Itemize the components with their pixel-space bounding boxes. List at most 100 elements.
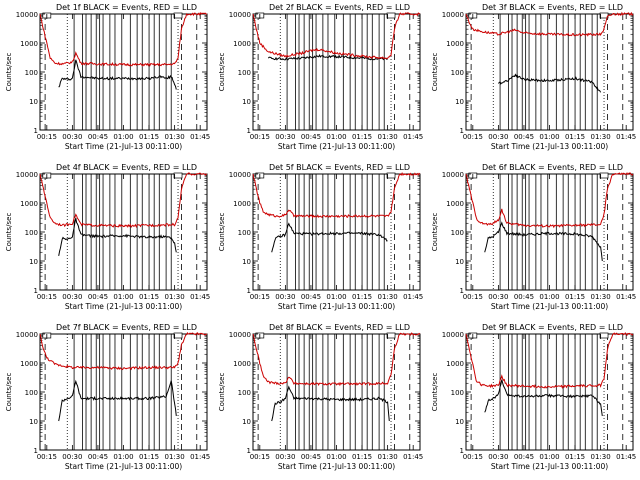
y-tick-label: 10000	[16, 11, 38, 19]
series-line-events	[498, 73, 602, 93]
flag-box	[599, 332, 609, 339]
y-tick-label: 10000	[229, 171, 251, 179]
x-tick-label: 01:45	[403, 293, 423, 301]
flag-box	[599, 172, 609, 179]
y-axis-label: Counts/sec	[218, 373, 226, 412]
y-tick-label: 1	[460, 127, 464, 135]
plot-frame	[39, 173, 208, 291]
x-axis-label: Start Time (21-Jul-13 00:11:00)	[65, 462, 182, 471]
x-axis-label: Start Time (21-Jul-13 00:11:00)	[278, 142, 395, 151]
y-tick-label: 1000	[233, 360, 251, 368]
series-line-lld	[465, 332, 634, 389]
x-tick-label: 00:30	[488, 133, 508, 141]
x-tick-label: 01:45	[403, 453, 423, 461]
plot-frame	[465, 13, 634, 131]
x-tick-label: 01:30	[165, 133, 185, 141]
series-line-lld	[39, 172, 208, 228]
series-line-events	[58, 379, 177, 422]
x-tick-label: 00:45	[88, 293, 108, 301]
x-tick-label: 00:15	[37, 133, 57, 141]
y-tick-label: 1	[247, 127, 251, 135]
x-axis-label: Start Time (21-Jul-13 00:11:00)	[491, 302, 608, 311]
x-tick-label: 01:30	[591, 453, 611, 461]
x-tick-label: 01:00	[539, 453, 559, 461]
x-tick-label: 01:00	[326, 293, 346, 301]
x-tick-label: 00:15	[250, 453, 270, 461]
x-tick-label: 00:30	[275, 293, 295, 301]
x-tick-label: 01:30	[165, 293, 185, 301]
y-tick-label: 10	[455, 98, 464, 106]
series-line-lld	[252, 12, 421, 60]
chart-title: Det 9f BLACK = Events, RED = LLD	[482, 323, 623, 332]
series-line-lld	[252, 332, 421, 387]
y-axis-label: Counts/sec	[5, 373, 13, 412]
chart-title: Det 3f BLACK = Events, RED = LLD	[482, 3, 623, 12]
y-axis-label: Counts/sec	[218, 53, 226, 92]
y-tick-label: 100	[451, 389, 464, 397]
y-tick-label: 100	[451, 69, 464, 77]
flag-box	[386, 172, 396, 179]
chart-title: Det 5f BLACK = Events, RED = LLD	[269, 163, 410, 172]
flag-box	[173, 332, 183, 339]
x-tick-label: 01:15	[565, 133, 585, 141]
series-line-lld	[39, 11, 208, 67]
y-axis-label: Counts/sec	[431, 53, 439, 92]
x-tick-label: 00:15	[37, 293, 57, 301]
series-line-lld	[465, 11, 634, 37]
x-tick-label: 00:30	[275, 453, 295, 461]
y-axis-label: Counts/sec	[431, 213, 439, 252]
x-tick-label: 01:00	[113, 293, 133, 301]
x-tick-label: 01:30	[378, 133, 398, 141]
x-tick-label: 00:15	[37, 453, 57, 461]
chart-title: Det 1f BLACK = Events, RED = LLD	[56, 3, 197, 12]
x-tick-label: 00:45	[301, 293, 321, 301]
y-tick-label: 1000	[20, 200, 38, 208]
chart-title: Det 4f BLACK = Events, RED = LLD	[56, 163, 197, 172]
chart-panel-1: Det 1f BLACK = Events, RED = LLD 1 10 100 10…	[5, 3, 210, 151]
chart-title: Det 2f BLACK = Events, RED = LLD	[269, 3, 410, 12]
series-line-events	[271, 385, 390, 422]
x-tick-label: 00:15	[250, 293, 270, 301]
y-tick-label: 10000	[442, 331, 464, 339]
x-tick-label: 01:00	[539, 293, 559, 301]
x-tick-label: 01:15	[139, 133, 159, 141]
chart-title: Det 6f BLACK = Events, RED = LLD	[482, 163, 623, 172]
y-tick-label: 10000	[229, 11, 251, 19]
y-tick-label: 1000	[233, 200, 251, 208]
y-tick-label: 10	[29, 258, 38, 266]
x-tick-label: 01:45	[190, 293, 210, 301]
chart-panel-6: Det 6f BLACK = Events, RED = LLD 1 10 100 10…	[431, 163, 636, 311]
y-tick-label: 1000	[446, 360, 464, 368]
x-tick-label: 00:45	[301, 133, 321, 141]
y-tick-label: 1	[34, 287, 38, 295]
y-tick-label: 10	[242, 418, 251, 426]
x-tick-label: 00:45	[514, 453, 534, 461]
y-tick-label: 1	[460, 447, 464, 455]
chart-panel-3: Det 3f BLACK = Events, RED = LLD 1 10 100 10…	[431, 3, 636, 151]
plot-frame	[465, 333, 634, 451]
x-tick-label: 01:45	[616, 453, 636, 461]
x-tick-label: 00:45	[88, 133, 108, 141]
x-tick-label: 01:15	[352, 453, 372, 461]
x-tick-label: 01:15	[352, 293, 372, 301]
x-tick-label: 01:15	[565, 293, 585, 301]
y-tick-label: 1	[34, 447, 38, 455]
chart-title: Det 7f BLACK = Events, RED = LLD	[56, 323, 197, 332]
y-tick-label: 1000	[20, 40, 38, 48]
y-tick-label: 100	[451, 229, 464, 237]
x-tick-label: 00:30	[62, 293, 82, 301]
y-tick-label: 10	[29, 98, 38, 106]
x-axis-label: Start Time (21-Jul-13 00:11:00)	[65, 302, 182, 311]
y-tick-label: 1000	[20, 360, 38, 368]
x-tick-label: 00:15	[463, 293, 483, 301]
chart-panel-8: Det 8f BLACK = Events, RED = LLD 1 10 100 10…	[218, 323, 423, 471]
x-tick-label: 01:30	[378, 293, 398, 301]
plot-frame	[252, 333, 421, 451]
x-tick-label: 01:45	[190, 133, 210, 141]
chart-panel-4: Det 4f BLACK = Events, RED = LLD 1 10 100 10…	[5, 163, 210, 311]
x-tick-label: 01:30	[378, 453, 398, 461]
y-tick-label: 100	[25, 389, 38, 397]
y-tick-label: 1	[34, 127, 38, 135]
y-axis-label: Counts/sec	[431, 373, 439, 412]
y-axis-label: Counts/sec	[5, 213, 13, 252]
